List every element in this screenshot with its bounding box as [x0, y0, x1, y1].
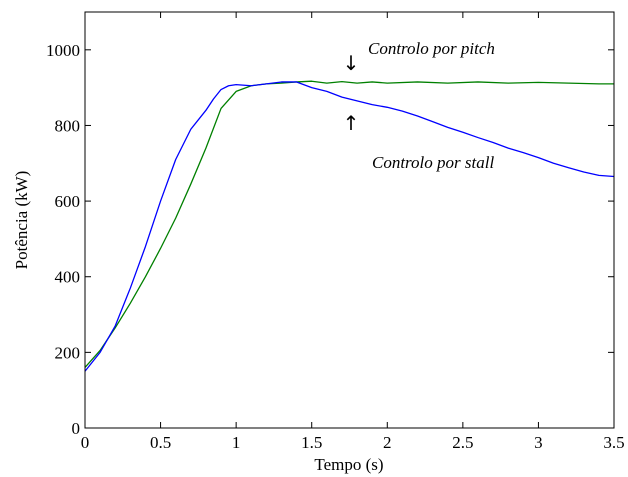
y-tick-label: 0 [72, 419, 81, 438]
y-tick-label: 800 [55, 116, 81, 135]
x-tick-label: 1.5 [301, 433, 322, 452]
x-tick-label: 3 [534, 433, 543, 452]
x-tick-label: 0.5 [150, 433, 171, 452]
x-tick-label: 2 [383, 433, 392, 452]
x-tick-label: 2.5 [452, 433, 473, 452]
x-tick-label: 1 [232, 433, 241, 452]
plot-area [85, 12, 614, 428]
y-tick-label: 200 [55, 343, 81, 362]
y-axis-title: Potência (kW) [12, 171, 31, 270]
ticks-layer: 0 0.5 1 1.5 2 2.5 3 3.5 0 200 400 600 800 1000 [46, 12, 625, 452]
x-tick-label: 0 [81, 433, 90, 452]
y-tick-label: 600 [55, 192, 81, 211]
annotation-pitch-label: Controlo por pitch [368, 39, 495, 58]
annotation-stall-arrow: ↑ [343, 111, 360, 135]
x-tick-label: 3.5 [603, 433, 624, 452]
y-tick-label: 1000 [46, 41, 80, 60]
series-line-stall [84, 81, 615, 372]
axes-layer [84, 11, 615, 429]
annotation-stall-label: Controlo por stall [372, 153, 494, 172]
annotation-pitch-arrow: ↓ [343, 51, 360, 75]
series-layer [84, 80, 615, 372]
x-axis-title: Tempo (s) [314, 455, 383, 474]
y-tick-label: 400 [55, 268, 81, 287]
axes-frame [84, 11, 615, 429]
